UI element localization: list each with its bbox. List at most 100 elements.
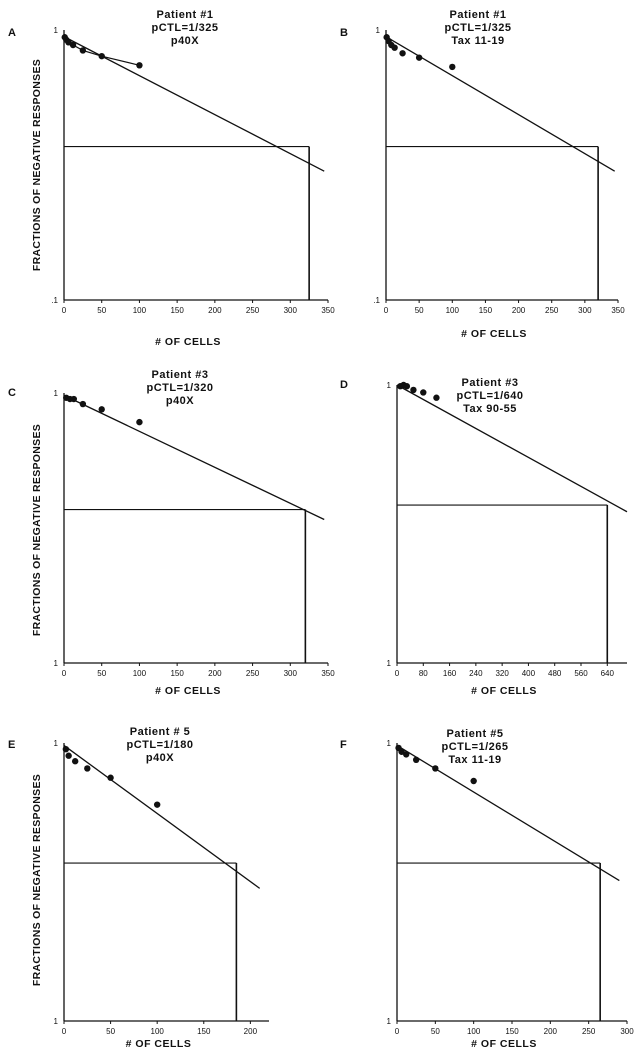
x-tick-label: 0 bbox=[395, 1027, 400, 1036]
fit-line bbox=[385, 36, 616, 172]
panel-letter: C bbox=[8, 387, 16, 399]
data-point bbox=[403, 751, 410, 758]
y-tick-label: 1 bbox=[54, 1017, 59, 1026]
x-tick-label: 0 bbox=[384, 306, 389, 315]
x-tick-label: 350 bbox=[321, 306, 335, 315]
x-tick-label: 200 bbox=[544, 1027, 558, 1036]
x-tick-label: 200 bbox=[208, 669, 222, 678]
panel-letter: F bbox=[340, 739, 347, 751]
panel-title-line: pCTL=1/640 bbox=[456, 390, 523, 402]
x-tick-label: 160 bbox=[443, 669, 457, 678]
data-point bbox=[84, 765, 91, 772]
fit-line bbox=[396, 744, 620, 882]
data-point bbox=[136, 62, 143, 69]
panel-title-line: pCTL=1/325 bbox=[151, 22, 218, 34]
data-point bbox=[136, 418, 143, 426]
fit-line bbox=[63, 744, 261, 889]
y-tick-label: .1 bbox=[51, 296, 58, 305]
x-tick-label: 400 bbox=[522, 669, 536, 678]
panel-title-line: Patient #5 bbox=[447, 728, 504, 740]
data-point bbox=[107, 774, 114, 781]
panel-letter: B bbox=[340, 27, 348, 39]
y-tick-label: 1 bbox=[54, 739, 59, 748]
x-tick-label: 50 bbox=[415, 306, 424, 315]
y-axis-label-row-2: FRACTIONS OF NEGATIVE RESPONSES bbox=[31, 424, 43, 636]
data-point bbox=[65, 752, 72, 759]
x-tick-label: 150 bbox=[170, 306, 184, 315]
x-tick-label: 150 bbox=[197, 1027, 211, 1036]
panel-letter: D bbox=[340, 379, 348, 391]
x-tick-label: 640 bbox=[601, 669, 615, 678]
x-tick-label: 350 bbox=[611, 306, 625, 315]
x-tick-label: 50 bbox=[106, 1027, 115, 1036]
panel-title-line: pCTL=1/265 bbox=[441, 741, 508, 753]
panel-title-line: Tax 11-19 bbox=[448, 754, 501, 766]
panel-title-line: Tax 11-19 bbox=[451, 35, 504, 47]
data-point bbox=[79, 400, 87, 408]
y-tick-label: 1 bbox=[387, 739, 392, 748]
x-tick-label: 480 bbox=[548, 669, 562, 678]
panel-title-line: p40X bbox=[166, 395, 194, 407]
panel-letter: A bbox=[8, 27, 16, 39]
x-tick-label: 100 bbox=[133, 669, 147, 678]
y-tick-label: 1 bbox=[54, 389, 59, 398]
x-tick-label: 560 bbox=[574, 669, 588, 678]
x-tick-label: 150 bbox=[479, 306, 493, 315]
data-point bbox=[449, 63, 456, 71]
x-axis-label: # OF CELLS bbox=[155, 685, 221, 697]
data-point bbox=[391, 44, 398, 51]
data-point bbox=[433, 394, 440, 401]
y-tick-label: 1 bbox=[387, 381, 392, 390]
data-point bbox=[420, 389, 427, 396]
x-tick-label: 50 bbox=[431, 1027, 440, 1036]
data-point bbox=[470, 777, 477, 785]
x-tick-label: 100 bbox=[446, 306, 460, 315]
x-tick-label: 250 bbox=[582, 1027, 596, 1036]
data-point bbox=[79, 47, 87, 54]
x-axis-label: # OF CELLS bbox=[155, 336, 221, 348]
x-tick-label: 150 bbox=[170, 669, 184, 678]
fit-line bbox=[63, 394, 325, 521]
data-point bbox=[412, 756, 420, 764]
x-tick-label: 240 bbox=[469, 669, 483, 678]
y-tick-label: 1 bbox=[54, 659, 59, 668]
fit-line bbox=[396, 384, 628, 513]
x-tick-label: 300 bbox=[284, 306, 298, 315]
panel-title-line: pCTL=1/180 bbox=[126, 739, 193, 751]
x-tick-label: 350 bbox=[321, 669, 335, 678]
x-tick-label: 50 bbox=[97, 306, 106, 315]
data-point bbox=[415, 54, 423, 61]
y-axis-label-row-1: FRACTIONS OF NEGATIVE RESPONSES bbox=[31, 59, 43, 271]
x-tick-label: 100 bbox=[467, 1027, 481, 1036]
x-axis-label: # OF CELLS bbox=[126, 1038, 192, 1050]
panel-title-line: pCTL=1/325 bbox=[444, 22, 511, 34]
x-axis-label: # OF CELLS bbox=[471, 685, 537, 697]
panel-title-line: Patient #3 bbox=[152, 369, 209, 381]
x-tick-label: 300 bbox=[284, 669, 298, 678]
x-tick-label: 0 bbox=[62, 1027, 67, 1036]
panel-title-line: Patient #1 bbox=[157, 9, 214, 21]
y-tick-label: 1 bbox=[376, 26, 381, 35]
data-point bbox=[403, 383, 411, 390]
x-axis-label: # OF CELLS bbox=[461, 328, 527, 340]
x-tick-label: 50 bbox=[97, 669, 106, 678]
x-tick-label: 80 bbox=[419, 669, 428, 678]
y-tick-label: 1 bbox=[54, 26, 59, 35]
x-tick-label: 300 bbox=[578, 306, 592, 315]
data-point bbox=[153, 801, 161, 808]
data-point bbox=[410, 386, 417, 394]
y-tick-label: 1 bbox=[387, 1017, 392, 1026]
x-tick-label: 250 bbox=[246, 306, 260, 315]
y-tick-label: .1 bbox=[373, 296, 380, 305]
x-tick-label: 0 bbox=[395, 669, 400, 678]
fit-line bbox=[63, 36, 325, 172]
data-point bbox=[399, 50, 406, 57]
data-point bbox=[62, 745, 70, 753]
